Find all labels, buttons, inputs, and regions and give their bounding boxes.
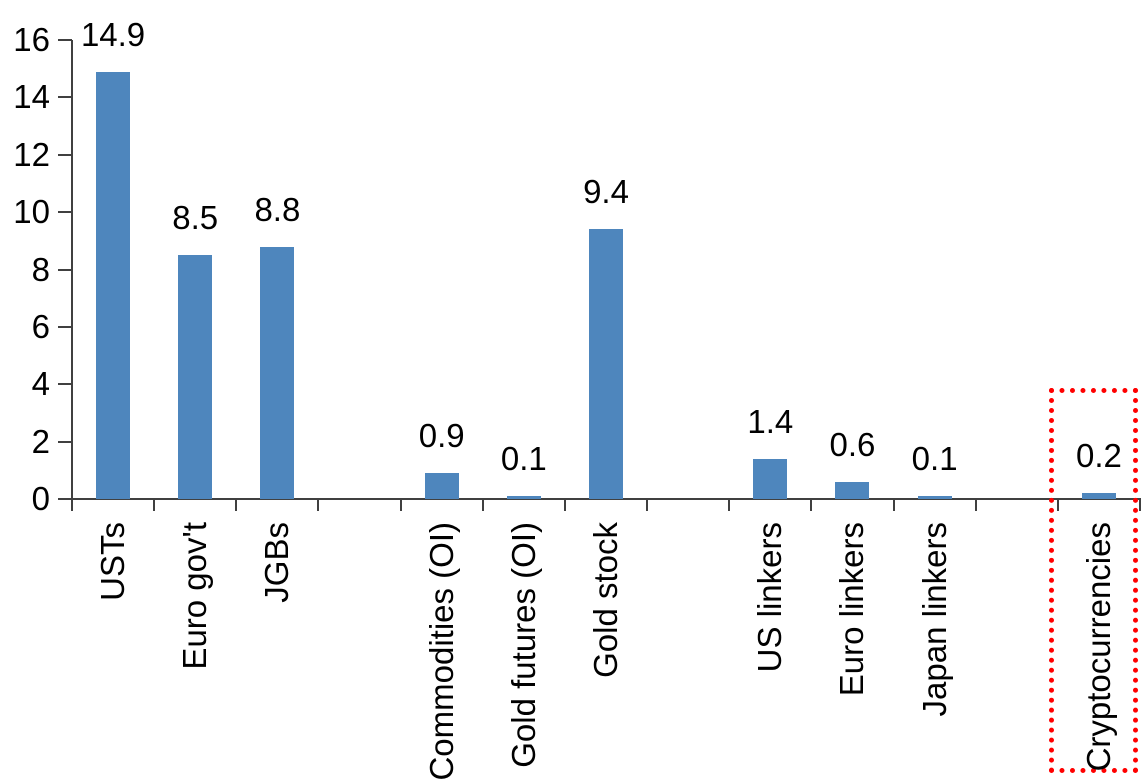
x-axis-tick [1139, 499, 1141, 511]
bar-euro-gov-t [178, 255, 213, 499]
x-axis-tick [563, 499, 566, 511]
x-axis-tick [974, 499, 977, 511]
y-axis-tick [58, 211, 72, 214]
x-axis-tick [71, 499, 73, 511]
value-label-gold-stock: 9.4 [583, 173, 629, 211]
bar-gold-stock [589, 229, 623, 499]
value-label-japan-linkers: 0.1 [911, 440, 958, 478]
category-label-gold-futures-oi: Gold futures (OI) [504, 522, 542, 768]
category-label-euro-linkers: Euro linkers [833, 522, 871, 697]
x-axis-line [71, 498, 1141, 500]
value-label-us-linkers: 1.4 [747, 402, 794, 440]
y-axis-tick-label: 14 [13, 78, 50, 116]
x-axis-tick [481, 499, 484, 511]
value-label-euro-linkers: 0.6 [829, 425, 876, 463]
y-axis-tick [58, 440, 72, 443]
y-axis-tick-label: 12 [13, 135, 50, 173]
y-axis-tick [58, 96, 72, 99]
y-axis-tick-label: 10 [13, 193, 50, 231]
value-label-jgbs: 8.8 [254, 190, 301, 228]
category-label-jgbs: JGBs [258, 522, 296, 603]
x-axis-tick [646, 499, 649, 511]
value-label-commodities-oi: 0.9 [418, 417, 465, 455]
y-axis-tick [58, 498, 72, 500]
y-axis-line [71, 40, 73, 511]
x-axis-tick [810, 499, 813, 511]
y-axis-tick-label: 2 [31, 422, 50, 460]
category-label-usts: USTs [94, 522, 132, 601]
bar-gold-futures-oi [506, 496, 541, 499]
category-label-us-linkers: US linkers [751, 522, 789, 673]
bar-usts [96, 71, 131, 499]
y-axis-tick-label: 4 [31, 365, 50, 403]
bar-cryptocurrencies [1081, 493, 1116, 499]
bar-jgbs [260, 246, 295, 499]
value-label-cryptocurrencies: 0.2 [1075, 437, 1122, 475]
category-label-gold-stock: Gold stock [587, 522, 624, 678]
y-axis-tick [58, 39, 72, 41]
bar-japan-linkers [917, 496, 952, 499]
y-axis-tick-label: 6 [31, 307, 50, 345]
category-label-commodities-oi: Commodities (OI) [422, 522, 460, 780]
y-axis-tick [58, 325, 72, 328]
x-axis-tick [399, 499, 402, 511]
category-label-euro-gov-t: Euro gov't [176, 522, 214, 670]
x-axis-tick [1056, 499, 1059, 511]
bar-euro-linkers [835, 481, 870, 499]
bar-commodities-oi [424, 473, 459, 499]
x-axis-tick [235, 499, 238, 511]
y-axis-tick [58, 383, 72, 386]
bar-us-linkers [753, 458, 788, 499]
y-axis-tick-label: 16 [13, 21, 50, 58]
x-axis-tick [317, 499, 320, 511]
category-label-cryptocurrencies: Cryptocurrencies [1079, 522, 1117, 772]
highlight-box [1048, 388, 1138, 773]
y-axis-tick-label: 8 [31, 250, 50, 288]
x-axis-tick [892, 499, 895, 511]
y-axis-tick [58, 268, 72, 271]
y-axis-tick [58, 153, 72, 156]
x-axis-tick [153, 499, 156, 511]
x-axis-tick [728, 499, 731, 511]
y-axis-tick-label: 0 [31, 480, 50, 517]
value-label-gold-futures-oi: 0.1 [500, 440, 547, 478]
category-label-japan-linkers: Japan linkers [915, 522, 953, 717]
value-label-euro-gov-t: 8.5 [172, 199, 219, 237]
value-label-usts: 14.9 [80, 15, 146, 53]
